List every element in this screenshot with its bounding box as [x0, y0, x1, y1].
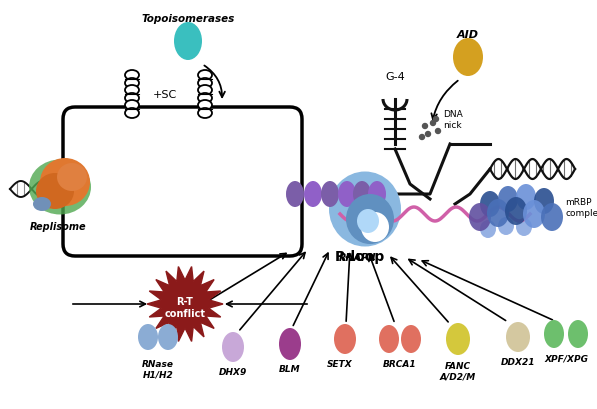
Ellipse shape [125, 101, 139, 111]
FancyBboxPatch shape [63, 108, 302, 256]
Text: DHX9: DHX9 [219, 367, 247, 376]
Ellipse shape [338, 182, 356, 207]
Ellipse shape [174, 23, 202, 61]
Ellipse shape [33, 198, 51, 211]
Ellipse shape [334, 324, 356, 354]
Ellipse shape [379, 325, 399, 353]
Ellipse shape [506, 322, 530, 352]
Ellipse shape [361, 213, 389, 243]
Ellipse shape [480, 220, 496, 238]
Circle shape [420, 135, 424, 140]
Ellipse shape [498, 187, 518, 213]
Text: FANC
A/D2/M: FANC A/D2/M [440, 361, 476, 380]
Ellipse shape [125, 71, 139, 81]
Ellipse shape [568, 320, 588, 348]
Text: DDX21: DDX21 [501, 357, 536, 366]
Text: RNAPII: RNAPII [339, 252, 377, 262]
Ellipse shape [29, 160, 91, 215]
Circle shape [433, 117, 439, 122]
Ellipse shape [279, 328, 301, 360]
Text: mRBP
complexes: mRBP complexes [565, 198, 597, 217]
Ellipse shape [198, 79, 212, 89]
Text: XPF/XPG: XPF/XPG [544, 354, 588, 363]
Text: SETX: SETX [327, 359, 353, 368]
Text: AID: AID [457, 30, 479, 40]
Ellipse shape [453, 39, 483, 77]
Ellipse shape [125, 109, 139, 119]
Ellipse shape [198, 109, 212, 119]
Polygon shape [147, 267, 223, 342]
Text: conflict: conflict [165, 308, 205, 318]
Circle shape [423, 124, 427, 129]
Text: R-loop: R-loop [335, 249, 385, 263]
Text: R-T: R-T [177, 296, 193, 306]
Ellipse shape [541, 204, 563, 231]
Circle shape [426, 132, 430, 137]
Ellipse shape [304, 182, 322, 207]
Ellipse shape [40, 159, 90, 207]
Ellipse shape [487, 200, 509, 227]
Ellipse shape [125, 79, 139, 89]
Ellipse shape [469, 204, 491, 231]
Circle shape [435, 129, 441, 134]
Text: +SC: +SC [153, 90, 177, 100]
Ellipse shape [36, 173, 74, 209]
Ellipse shape [138, 324, 158, 350]
Ellipse shape [516, 218, 532, 236]
Ellipse shape [57, 164, 87, 191]
Text: Replisome: Replisome [30, 221, 87, 231]
Ellipse shape [321, 182, 339, 207]
Ellipse shape [329, 172, 401, 247]
Ellipse shape [516, 184, 536, 211]
Text: Topoisomerases: Topoisomerases [141, 14, 235, 24]
Ellipse shape [346, 195, 394, 245]
Text: RNase
H1/H2: RNase H1/H2 [142, 359, 174, 378]
Ellipse shape [198, 86, 212, 96]
Text: BRCA1: BRCA1 [383, 359, 417, 368]
Ellipse shape [544, 320, 564, 348]
Ellipse shape [198, 71, 212, 81]
Text: BLM: BLM [279, 364, 301, 373]
Circle shape [430, 121, 435, 126]
Ellipse shape [286, 182, 304, 207]
Text: DNA
nick: DNA nick [443, 110, 463, 129]
Ellipse shape [505, 198, 527, 225]
Ellipse shape [480, 191, 500, 218]
Ellipse shape [222, 332, 244, 362]
Ellipse shape [125, 94, 139, 104]
Ellipse shape [534, 189, 554, 214]
Ellipse shape [446, 323, 470, 355]
Ellipse shape [198, 94, 212, 104]
Ellipse shape [401, 325, 421, 353]
Text: G-4: G-4 [385, 72, 405, 82]
Ellipse shape [198, 101, 212, 111]
Ellipse shape [498, 218, 514, 236]
Ellipse shape [357, 209, 379, 234]
Ellipse shape [125, 86, 139, 96]
Ellipse shape [523, 200, 545, 229]
Ellipse shape [158, 324, 178, 350]
Ellipse shape [368, 182, 386, 207]
Ellipse shape [353, 182, 371, 207]
